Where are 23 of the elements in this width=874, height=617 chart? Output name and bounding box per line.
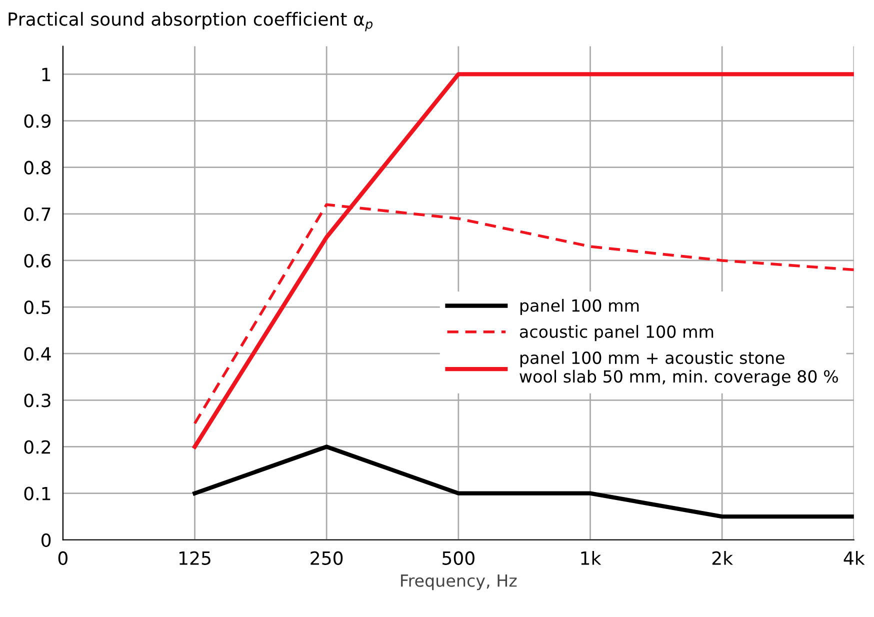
x-tick-label: 500 — [442, 551, 474, 565]
x-axis-title: Frequency, Hz — [401, 574, 517, 590]
y-tick-label: 0.1 — [24, 486, 50, 500]
y-tick-label: 0.9 — [24, 114, 51, 128]
y-tick-label: 0.2 — [24, 440, 50, 454]
legend-label: panel 100 mm — [520, 298, 639, 316]
y-tick-label: 0.7 — [24, 207, 50, 222]
y-tick-label: 0.6 — [24, 254, 51, 268]
x-tick-label: 4k — [844, 550, 865, 565]
y-tick-label: 0.3 — [24, 394, 50, 408]
x-tick-label: 250 — [310, 551, 343, 565]
y-axis-title: Practical sound absorption coefficient α$_{p}$ — [8, 12, 373, 32]
y-tick-label: 0.8 — [24, 160, 51, 174]
legend-label: panel 100 mm + acoustic stone wool slab 50 mm, min. coverage 80 % — [520, 351, 838, 386]
x-tick-label: 125 — [180, 551, 210, 565]
x-tick-label: 2k — [712, 550, 733, 565]
y-tick-label: 0.4 — [24, 347, 51, 361]
y-tick-label: 1 — [42, 68, 50, 82]
y-tick-label: 0 — [42, 533, 51, 547]
x-tick-label: 0 — [58, 551, 68, 565]
x-tick-label: 1k — [581, 550, 602, 565]
legend-label: acoustic panel 100 mm — [520, 325, 714, 342]
y-tick-label: 0.5 — [24, 300, 50, 314]
